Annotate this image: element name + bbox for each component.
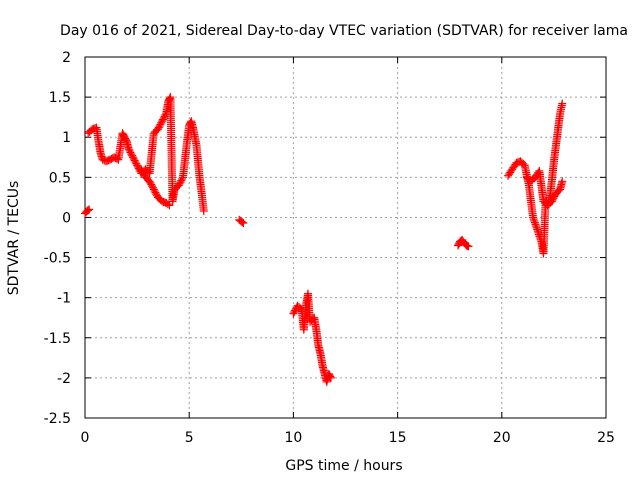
y-tick-label: 0: [62, 210, 71, 226]
y-tick-label: 1.5: [49, 90, 71, 106]
x-tick-label: 20: [493, 430, 511, 446]
data-point: [199, 207, 208, 216]
data-point: [178, 174, 187, 183]
chart-title: Day 016 of 2021, Sidereal Day-to-day VTE…: [60, 23, 628, 39]
data-point: [326, 372, 335, 381]
plot-frame: [84, 56, 607, 419]
data-point: [165, 201, 174, 210]
y-tick-label: -2.5: [44, 411, 71, 427]
data-point: [238, 218, 247, 227]
x-tick-label: 0: [81, 430, 90, 446]
x-tick-label: 10: [284, 430, 302, 446]
y-tick-label: 1: [62, 130, 71, 146]
x-tick-label: 15: [389, 430, 407, 446]
x-tick-label: 25: [597, 430, 615, 446]
data-point: [84, 206, 93, 215]
data-point: [464, 242, 473, 251]
x-axis-ticks: 0 5 10 15 20 25: [81, 57, 615, 446]
y-tick-label: -1.5: [44, 331, 71, 347]
data-point: [163, 200, 172, 209]
y-tick-label: 2: [62, 50, 71, 66]
data-point: [237, 217, 246, 226]
y-axis-ticks: -2.5 -2 -1.5 -1 -0.5 0 0.5 1 1.5 2: [44, 50, 606, 427]
y-tick-label: -1: [57, 291, 71, 307]
x-axis-label: GPS time / hours: [285, 458, 402, 474]
data-point: [326, 373, 335, 382]
y-axis-label: SDTVAR / TECUs: [6, 181, 22, 296]
data-point: [558, 99, 567, 108]
y-tick-label: -0.5: [44, 251, 71, 267]
x-tick-label: 5: [185, 430, 194, 446]
y-tick-label: 0.5: [49, 170, 71, 186]
data-point: [85, 205, 94, 214]
data-point: [239, 219, 248, 228]
y-tick-label: -2: [57, 371, 71, 387]
data-point: [558, 177, 567, 186]
data-points: [81, 93, 567, 386]
